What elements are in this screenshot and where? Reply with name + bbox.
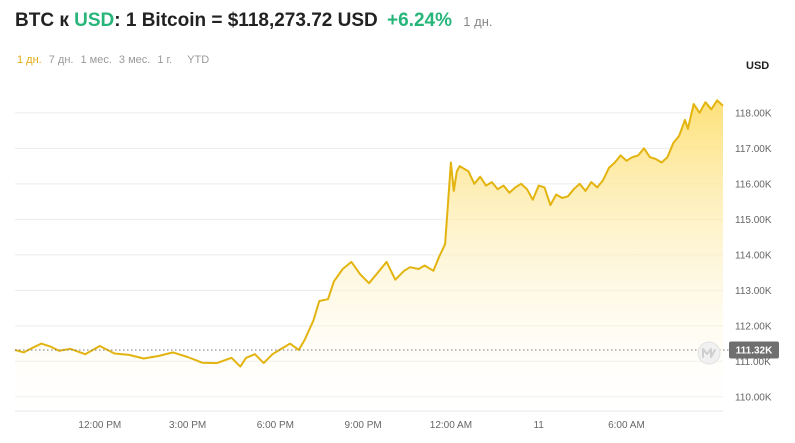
x-tick-label: 12:00 AM — [430, 420, 472, 431]
pair-text: BTC к — [15, 10, 75, 31]
tab-1m[interactable]: 1 мес. — [80, 54, 112, 66]
current-price-marker: 111.32K — [15, 341, 779, 359]
x-tick-label: 12:00 PM — [78, 420, 121, 431]
tab-1y[interactable]: 1 г. — [157, 54, 173, 66]
price-change: +6.24% — [387, 10, 453, 31]
chart-header: BTC к USD: 1 Bitcoin = $118,273.72 USD +… — [15, 10, 493, 36]
x-tick-label: 6:00 AM — [608, 420, 645, 431]
y-axis-currency-label: USD — [746, 60, 770, 72]
current-price-badge — [729, 341, 779, 359]
price-area-fill — [15, 100, 723, 412]
y-tick-label: 116.00K — [735, 179, 772, 190]
y-tick-label: 112.00K — [735, 321, 772, 332]
y-tick-label: 113.00K — [735, 286, 772, 297]
quote-currency-link[interactable]: USD — [74, 10, 115, 31]
timeframe-tabs: 1 дн. 7 дн. 1 мес. 3 мес. 1 г. YTD — [17, 54, 209, 66]
y-tick-label: 111.00K — [735, 357, 771, 368]
x-tick-label: 11 — [533, 420, 544, 431]
y-tick-label: 114.00K — [735, 250, 772, 261]
x-tick-label: 9:00 PM — [345, 420, 382, 431]
x-tick-label: 6:00 PM — [257, 420, 294, 431]
tab-7d[interactable]: 7 дн. — [48, 54, 74, 66]
y-tick-label: 118.00K — [735, 108, 772, 119]
x-tick-label: 3:00 PM — [169, 420, 206, 431]
y-tick-label: 117.00K — [735, 144, 772, 155]
price-area — [14, 99, 724, 412]
y-axis: 110.00K 111.00K 112.00K 113.00K 114.00K 115.0… — [735, 108, 772, 403]
price-line — [14, 99, 724, 368]
y-tick-label: 110.00K — [735, 392, 772, 403]
price-title: BTC к USD: 1 Bitcoin = $118,273.72 USD +… — [15, 10, 493, 31]
change-period: 1 дн. — [463, 14, 493, 29]
x-axis: 12:00 PM 3:00 PM 6:00 PM 9:00 PM 12:00 AM 11 6… — [78, 420, 644, 431]
tab-1d[interactable]: 1 дн. — [17, 54, 42, 66]
price-text: : 1 Bitcoin = $118,273.72 USD — [114, 10, 378, 31]
current-price-label: 111.32K — [736, 345, 773, 356]
y-tick-label: 115.00K — [735, 215, 772, 226]
tab-3m[interactable]: 3 мес. — [118, 54, 151, 66]
logo-watermark-icon — [697, 341, 721, 365]
tab-ytd[interactable]: YTD — [187, 54, 210, 66]
